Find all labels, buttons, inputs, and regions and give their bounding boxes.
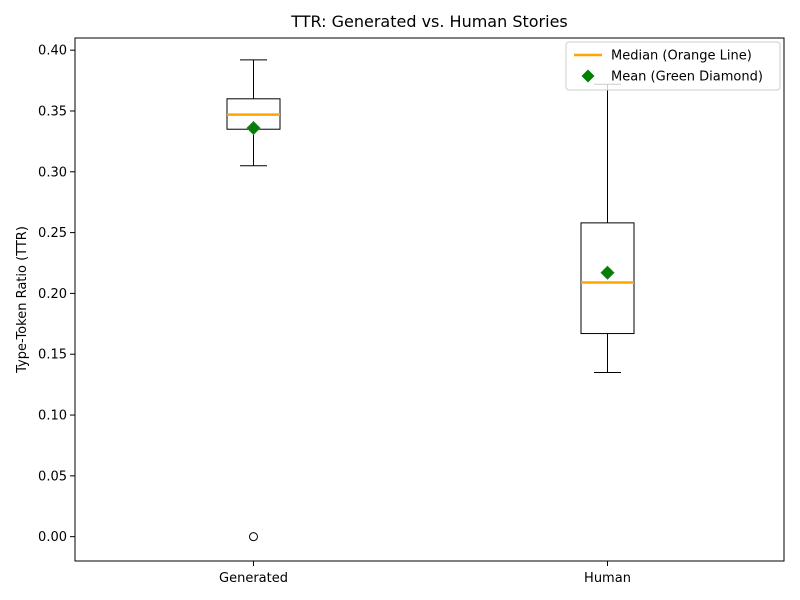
y-tick-label: 0.15 <box>38 348 67 363</box>
y-tick-label: 0.05 <box>38 469 67 484</box>
y-tick-label: 0.40 <box>38 44 67 59</box>
x-axis: Generated Human <box>219 561 631 586</box>
legend: Median (Orange Line) Mean (Green Diamond) <box>565 41 781 91</box>
y-axis-title: Type-Token Ratio (TTR) <box>15 226 30 374</box>
plot-area <box>74 37 785 562</box>
mean-marker <box>600 265 615 280</box>
y-tick-label: 0.20 <box>38 287 67 302</box>
legend-label: Median (Orange Line) <box>611 49 752 64</box>
x-tick-label: Generated <box>219 571 288 586</box>
legend-label: Mean (Green Diamond) <box>611 70 763 85</box>
y-tick-label: 0.30 <box>38 165 67 180</box>
legend-mean-swatch <box>581 69 595 83</box>
y-tick-label: 0.10 <box>38 409 67 424</box>
box-generated <box>226 59 281 542</box>
mean-marker <box>246 120 261 136</box>
box-human <box>580 83 635 373</box>
iqr-box <box>580 222 635 335</box>
x-tick-label: Human <box>584 571 631 586</box>
y-tick-label: 0.00 <box>38 530 67 545</box>
chart-title: TTR: Generated vs. Human Stories <box>290 12 568 31</box>
legend-frame <box>565 41 781 91</box>
boxes-group <box>226 59 635 542</box>
y-tick-label: 0.25 <box>38 226 67 241</box>
y-tick-label: 0.35 <box>38 104 67 119</box>
outlier-point <box>249 532 258 542</box>
y-axis: 0.00 0.05 0.10 0.15 0.20 0.25 0.30 0.35 0.40 <box>38 44 75 545</box>
